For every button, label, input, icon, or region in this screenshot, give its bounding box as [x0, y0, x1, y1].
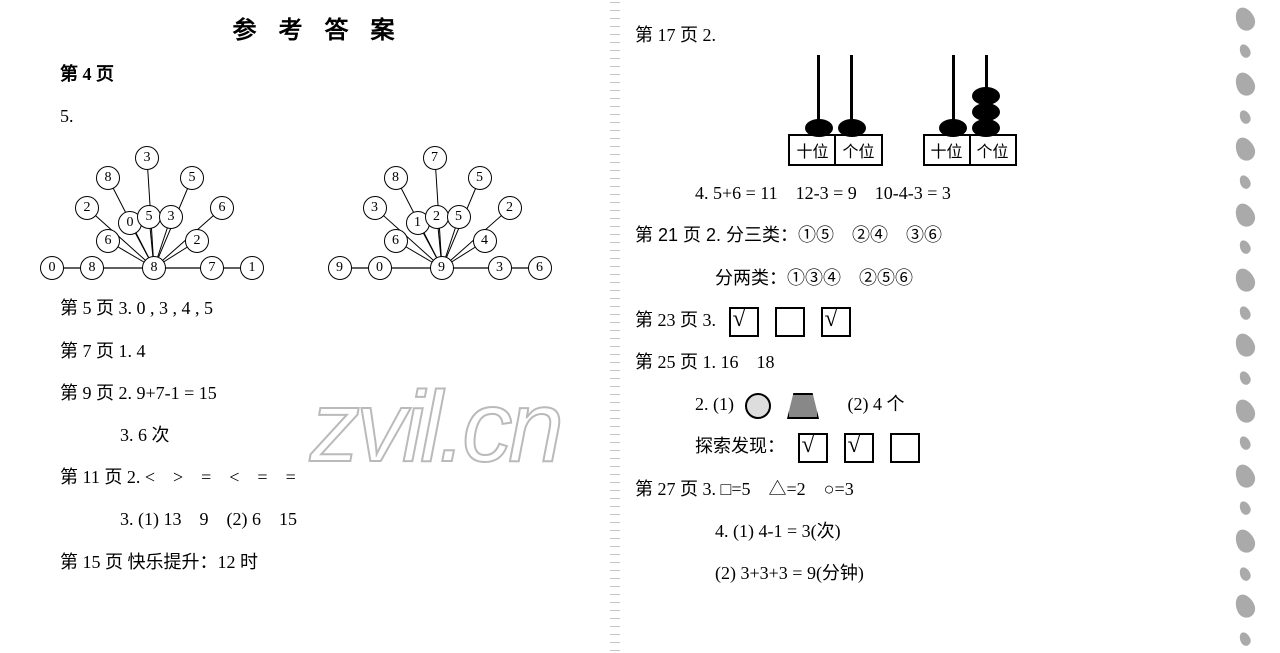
fan-node: 3	[363, 196, 387, 220]
p25b-pre: 2. (1)	[695, 394, 734, 414]
p11-line-a: 第 11 页 2. < > = < = =	[60, 460, 575, 494]
p23-line: 第 23 页 3.	[635, 303, 1170, 337]
p25-line-c: 探索发现：	[635, 429, 1170, 463]
p7-line: 第 7 页 1. 4	[60, 334, 575, 368]
p25c-checkboxes	[790, 436, 928, 456]
abacus-ones-label: 个位	[834, 134, 882, 166]
fan-node: 2	[425, 205, 449, 229]
fan-node: 6	[384, 229, 408, 253]
p11-line-b: 3. (1) 13 9 (2) 6 15	[60, 502, 575, 536]
abacus-row: 十位个位十位个位	[635, 55, 1170, 166]
right-column: 第 17 页 2. 十位个位十位个位 4. 5+6 = 11 12-3 = 9 …	[595, 0, 1190, 653]
p4-sub: 5.	[60, 99, 575, 133]
fan-node: 5	[447, 205, 471, 229]
trapezoid-icon	[787, 393, 819, 419]
main-title: 参 考 答 案	[60, 10, 575, 45]
checkbox-empty	[775, 307, 805, 337]
fan-node: 8	[384, 166, 408, 190]
checkbox-empty	[890, 433, 920, 463]
p17-heading: 第 17 页 2.	[635, 18, 1170, 52]
left-column: 参 考 答 案 第 4 页 5. 808716205326835 9903664…	[0, 0, 595, 653]
p15-line: 第 15 页 快乐提升：12 时	[60, 545, 575, 579]
p25b-post: (2) 4 个	[830, 394, 905, 414]
checkbox-checked	[844, 433, 874, 463]
fan-diagram-2: 990366412532875	[318, 141, 576, 281]
fan-node: 5	[468, 166, 492, 190]
fan-node: 0	[368, 256, 392, 280]
fan-node: 3	[488, 256, 512, 280]
abacus: 十位个位	[788, 55, 882, 166]
p23-heading: 第 23 页 3.	[635, 310, 716, 330]
p27-line-b: 4. (1) 4-1 = 3(次)	[635, 514, 1170, 548]
edge-decoration	[1225, 0, 1265, 653]
p21-line-a: 第 21 页 2. 分三类：①⑤ ②④ ③⑥	[635, 218, 1170, 252]
p25-line-a: 第 25 页 1. 16 18	[635, 345, 1170, 379]
circle-icon	[745, 393, 771, 419]
p23-checkboxes	[721, 310, 859, 330]
p27-line-c: (2) 3+3+3 = 9(分钟)	[635, 556, 1170, 590]
p5-line: 第 5 页 3. 0 , 3 , 4 , 5	[60, 291, 575, 325]
abacus-tens-label: 十位	[923, 134, 969, 166]
p25c-pre: 探索发现：	[695, 436, 785, 456]
fan-diagrams: 808716205326835 990366412532875	[30, 141, 575, 281]
fan-node: 6	[528, 256, 552, 280]
abacus-tens-label: 十位	[788, 134, 834, 166]
checkbox-checked	[729, 307, 759, 337]
checkbox-checked	[798, 433, 828, 463]
abacus: 十位个位	[923, 55, 1017, 166]
fan-center-node: 9	[430, 256, 454, 280]
fan-node: 9	[328, 256, 352, 280]
fan-node: 2	[498, 196, 522, 220]
fan-node: 4	[473, 229, 497, 253]
p9-line-b: 3. 6 次	[60, 418, 575, 452]
p4-heading: 第 4 页	[60, 57, 575, 91]
fan-diagram-1: 808716205326835	[30, 141, 288, 281]
p9-line-a: 第 9 页 2. 9+7-1 = 15	[60, 376, 575, 410]
checkbox-checked	[821, 307, 851, 337]
p21-line-b: 分两类：①③④ ②⑤⑥	[635, 261, 1170, 295]
column-divider	[610, 0, 620, 653]
abacus-ones-label: 个位	[969, 134, 1017, 166]
p25-line-b: 2. (1) (2) 4 个	[635, 387, 1170, 421]
page: 参 考 答 案 第 4 页 5. 808716205326835 9903664…	[0, 0, 1210, 653]
p27-line-a: 第 27 页 3. □=5 △=2 ○=3	[635, 472, 1170, 506]
p17-equations: 4. 5+6 = 11 12-3 = 9 10-4-3 = 3	[635, 176, 1170, 210]
fan-node: 7	[423, 146, 447, 170]
